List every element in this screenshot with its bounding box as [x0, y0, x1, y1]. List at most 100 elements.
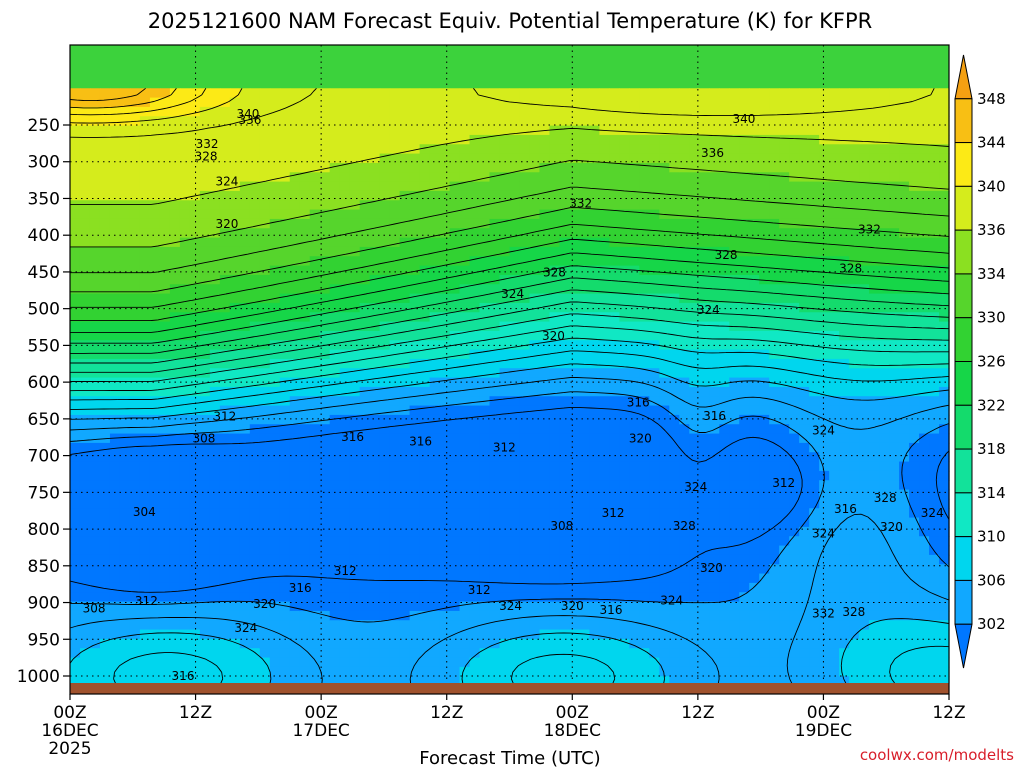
field-cell [459, 648, 471, 659]
field-cell [709, 274, 720, 285]
field-cell [709, 386, 720, 397]
field-cell [499, 349, 511, 360]
field-cell [419, 106, 431, 117]
field-cell [629, 321, 640, 332]
field-cell [419, 629, 431, 640]
field-cell [399, 144, 411, 155]
field-cell [379, 657, 391, 668]
field-cell [639, 489, 650, 500]
field-cell [599, 442, 610, 453]
field-cell [759, 340, 770, 351]
field-cell [639, 620, 650, 631]
field-cell [459, 452, 471, 463]
field-cell [569, 536, 581, 547]
field-cell [219, 144, 231, 155]
field-cell [629, 181, 640, 192]
field-cell [249, 517, 261, 528]
field-cell [149, 573, 161, 584]
field-cell [119, 200, 131, 211]
field-cell [839, 209, 850, 220]
field-cell [109, 517, 121, 528]
field-cell [249, 172, 261, 183]
field-cell [199, 209, 211, 220]
field-cell [689, 610, 700, 621]
field-cell [70, 330, 81, 341]
field-cell [399, 312, 411, 323]
field-cell [279, 610, 291, 621]
field-cell [70, 190, 81, 201]
field-cell [669, 349, 680, 360]
field-cell [269, 666, 281, 677]
field-cell [819, 293, 830, 304]
field-cell [199, 517, 211, 528]
field-cell [759, 321, 770, 332]
field-cell [329, 302, 341, 313]
field-cell [289, 237, 301, 248]
field-cell [729, 526, 740, 537]
field-cell [679, 610, 690, 621]
field-cell [819, 330, 830, 341]
field-cell [289, 200, 301, 211]
field-cell [389, 265, 401, 276]
field-cell [689, 293, 700, 304]
field-cell [309, 274, 321, 285]
field-cell [769, 358, 780, 369]
field-cell [569, 442, 581, 453]
field-cell [429, 414, 441, 425]
field-cell [499, 396, 511, 407]
field-cell [729, 218, 740, 229]
field-cell [159, 88, 171, 99]
field-cell [349, 88, 361, 99]
field-cell [809, 377, 820, 388]
field-cell [399, 489, 411, 500]
field-cell [829, 508, 840, 519]
field-cell [109, 330, 121, 341]
field-cell [629, 256, 640, 267]
field-cell [209, 620, 221, 631]
field-cell [779, 424, 790, 435]
field-cell [709, 237, 720, 248]
field-cell [649, 237, 660, 248]
field-cell [259, 620, 271, 631]
field-cell [259, 461, 271, 472]
field-cell [559, 349, 571, 360]
field-cell [819, 125, 830, 136]
field-cell [539, 414, 551, 425]
field-cell [89, 200, 101, 211]
field-cell [139, 116, 151, 127]
field-cell [599, 676, 610, 684]
field-cell [299, 648, 311, 659]
field-cell [689, 526, 700, 537]
field-cell [669, 424, 680, 435]
field-cell [779, 274, 790, 285]
field-cell [369, 172, 381, 183]
field-cell [729, 508, 740, 519]
field-cell [309, 657, 321, 668]
field-cell [89, 88, 101, 99]
field-cell [399, 508, 411, 519]
field-cell [119, 508, 131, 519]
field-cell [719, 302, 730, 313]
field-cell [479, 293, 491, 304]
field-cell [399, 638, 411, 649]
field-cell [70, 106, 81, 117]
field-cell [79, 526, 91, 537]
field-cell [749, 433, 760, 444]
field-cell [699, 610, 710, 621]
field-cell [89, 536, 101, 547]
field-cell [189, 116, 201, 127]
field-cell [469, 284, 481, 295]
field-cell [70, 545, 81, 556]
field-cell [769, 592, 780, 603]
field-cell [379, 666, 391, 677]
field-cell [649, 256, 660, 267]
field-cell [309, 218, 321, 229]
field-cell [629, 536, 640, 547]
field-cell [789, 321, 800, 332]
field-cell [739, 256, 750, 267]
field-cell [789, 312, 800, 323]
field-cell [669, 545, 680, 556]
field-cell [239, 498, 251, 509]
field-cell [769, 648, 780, 659]
field-cell [509, 246, 521, 257]
